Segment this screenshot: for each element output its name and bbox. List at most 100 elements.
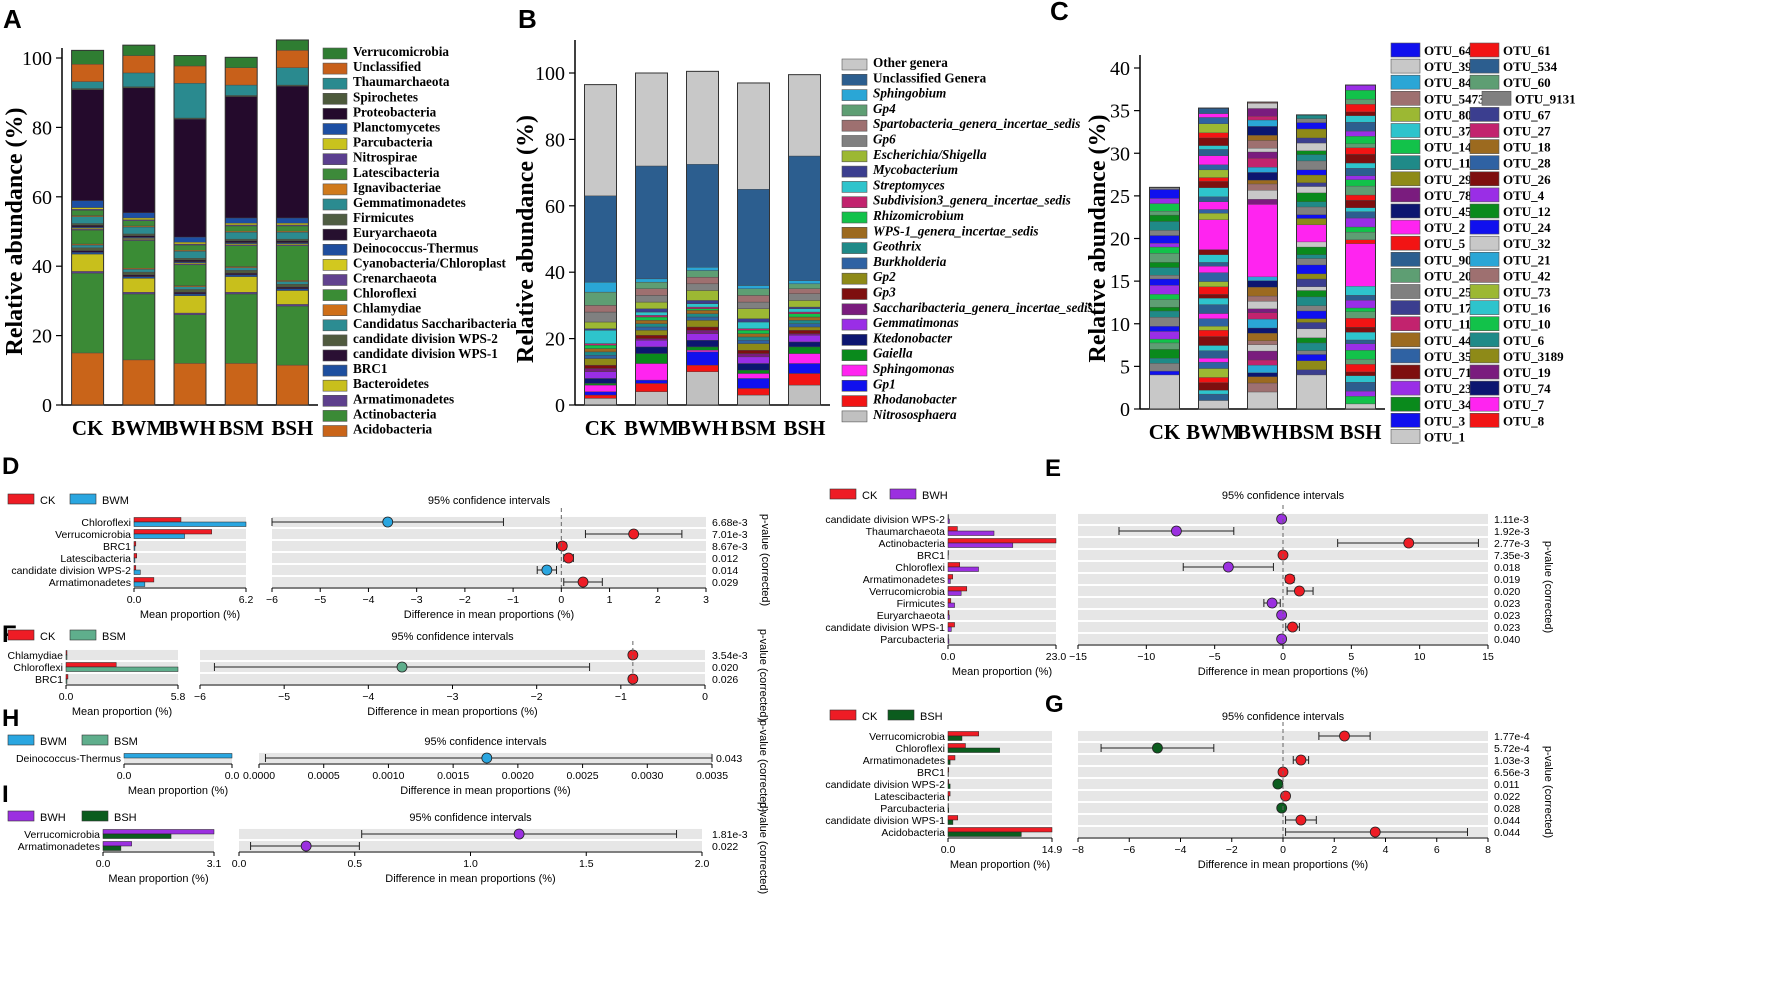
bar-segment bbox=[1149, 326, 1180, 332]
p-value: 0.020 bbox=[712, 662, 738, 674]
bar-segment bbox=[686, 371, 719, 406]
bar-segment bbox=[1345, 390, 1376, 397]
bar-segment bbox=[584, 351, 617, 356]
bar-segment bbox=[1345, 358, 1376, 365]
bar-segment bbox=[1247, 158, 1278, 168]
legend-swatch bbox=[1469, 74, 1500, 90]
bar-segment bbox=[71, 272, 104, 354]
p-value: 3.54e-3 bbox=[712, 650, 748, 662]
legend-swatch bbox=[1390, 412, 1421, 428]
bar-segment bbox=[584, 348, 617, 353]
bar-segment bbox=[173, 314, 207, 364]
bar-segment bbox=[1247, 382, 1278, 393]
bar-segment bbox=[1198, 272, 1229, 282]
bar-segment bbox=[1345, 403, 1376, 410]
row-band bbox=[66, 673, 178, 685]
row-label: Parcubacteria bbox=[880, 803, 945, 815]
bar-segment bbox=[1247, 204, 1278, 278]
row-label: Deinococcus-Thermus bbox=[16, 753, 121, 765]
bar-segment bbox=[1345, 179, 1376, 187]
x-axis-label: Mean proportion (%) bbox=[140, 609, 240, 621]
bar-segment bbox=[1296, 360, 1327, 370]
bar-segment bbox=[686, 313, 719, 318]
bar-segment bbox=[1149, 310, 1180, 318]
bar-segment bbox=[686, 308, 719, 311]
bar-segment bbox=[122, 274, 156, 277]
row-band bbox=[948, 790, 1052, 802]
bar-segment bbox=[1198, 145, 1229, 150]
row-band bbox=[134, 540, 246, 552]
row-label: Chloroflexi bbox=[895, 743, 945, 755]
legend-label: OTU_111 bbox=[1424, 317, 1477, 332]
bar-segment bbox=[276, 304, 309, 307]
bar-segment bbox=[1345, 168, 1376, 176]
x-tick-label: 2 bbox=[1331, 844, 1337, 856]
bar-segment bbox=[1149, 189, 1180, 199]
bar-segment bbox=[1296, 218, 1327, 226]
bar-segment bbox=[173, 286, 207, 290]
bar-segment bbox=[1296, 322, 1327, 330]
bar-segment bbox=[1345, 121, 1376, 132]
bar-segment bbox=[737, 388, 770, 396]
diff-point bbox=[1276, 633, 1288, 645]
bar-segment bbox=[788, 300, 821, 308]
legend-label: Nitrososphaera bbox=[872, 407, 957, 422]
bar-segment bbox=[1247, 119, 1278, 127]
bar-segment bbox=[788, 313, 821, 318]
bar-segment bbox=[584, 345, 617, 349]
x-tick-label: 0 bbox=[702, 691, 708, 703]
bar-segment bbox=[1247, 340, 1278, 345]
row-label: Euryarchaeota bbox=[877, 610, 945, 622]
row-label: BRC1 bbox=[103, 541, 131, 553]
row-label: Chloroflexi bbox=[895, 562, 945, 574]
p-value: 1.11e-3 bbox=[1494, 514, 1529, 526]
legend-label: Geothrix bbox=[873, 239, 922, 254]
row-band bbox=[1078, 525, 1488, 537]
x-tick-label: 0.0 bbox=[59, 691, 74, 703]
bar-segment bbox=[276, 364, 309, 406]
mean-bar bbox=[947, 590, 962, 596]
legend-swatch bbox=[841, 211, 868, 224]
legend-swatch bbox=[1390, 42, 1421, 58]
legend-label: Bacteroidetes bbox=[353, 376, 429, 391]
legend-swatch bbox=[841, 379, 868, 392]
legend-swatch bbox=[1390, 284, 1421, 299]
diff-point bbox=[1222, 561, 1234, 573]
bar-segment bbox=[1198, 132, 1229, 139]
bar-segment bbox=[1198, 281, 1229, 287]
bar-segment bbox=[1247, 312, 1278, 320]
bar-segment bbox=[1345, 194, 1376, 201]
row-band bbox=[948, 561, 1056, 573]
bar-segment bbox=[1345, 332, 1376, 341]
diff-point bbox=[563, 552, 574, 564]
x-tick-label: 0.0 bbox=[232, 858, 247, 870]
bar-segment bbox=[737, 363, 770, 371]
mean-bar bbox=[947, 638, 950, 644]
mean-bar bbox=[947, 815, 959, 821]
mean-bar bbox=[947, 542, 1014, 548]
bar-segment bbox=[1198, 219, 1229, 250]
x-tick-label: −1 bbox=[507, 594, 519, 606]
legend-label: OTU_19 bbox=[1503, 365, 1551, 380]
p-value: 0.022 bbox=[712, 841, 738, 853]
bar-segment bbox=[1149, 253, 1180, 263]
bar-segment bbox=[1149, 342, 1180, 350]
bar-segment bbox=[71, 50, 104, 65]
bar-segment bbox=[224, 225, 258, 232]
row-band bbox=[948, 778, 1052, 790]
bar-segment bbox=[788, 346, 821, 354]
legend-swatch bbox=[322, 425, 348, 437]
bar-segment bbox=[1296, 296, 1327, 306]
x-tick-label: 0.0005 bbox=[308, 770, 340, 782]
bar-segment bbox=[584, 328, 617, 331]
legend-label: OTU_8 bbox=[1503, 413, 1545, 428]
x-axis-label: Mean proportion (%) bbox=[950, 859, 1050, 871]
bar-segment bbox=[1247, 190, 1278, 200]
x-tick-label: 5.8 bbox=[171, 691, 186, 703]
legend-label: BWH bbox=[922, 490, 948, 502]
legend-label: Cyanobacteria/Chloroplast bbox=[353, 255, 506, 270]
x-tick-label: 0 bbox=[558, 594, 564, 606]
bar-segment bbox=[1247, 318, 1278, 329]
bar-segment bbox=[686, 346, 719, 351]
